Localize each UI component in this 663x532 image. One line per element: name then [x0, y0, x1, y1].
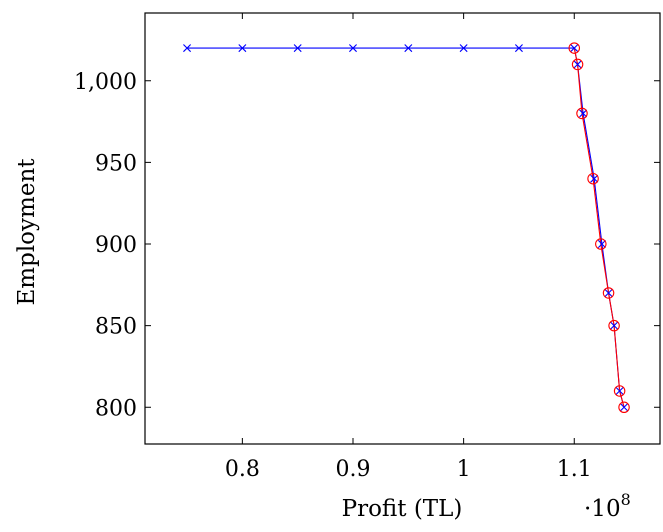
- y-tick-label: 1,000: [74, 70, 137, 95]
- x-tick-label: 0.8: [225, 457, 260, 482]
- series-1-point: [620, 403, 629, 412]
- series-1-point: [293, 44, 302, 53]
- series-2-point: [595, 238, 607, 250]
- series-1-point: [615, 386, 624, 395]
- series-2-point: [613, 385, 626, 397]
- series-1-point: [459, 44, 468, 53]
- x-axis-scale-base: ·10: [584, 496, 621, 522]
- series-2-point: [618, 401, 630, 414]
- y-tick-label: 850: [95, 315, 137, 340]
- series-1-point: [604, 288, 613, 297]
- series-2-point: [571, 58, 584, 71]
- series-1-point: [183, 44, 192, 53]
- series-1-point: [573, 60, 582, 69]
- y-axis-ticks: 800 850 900 950 1,000: [74, 70, 660, 421]
- series-1-point: [570, 44, 579, 53]
- plot-frame: [144, 12, 661, 445]
- x-axis-scale-exponent: 8: [621, 490, 631, 509]
- series-1-point: [579, 109, 588, 118]
- series-layer: [187, 47, 625, 408]
- y-axis-title: Employment: [14, 158, 40, 306]
- y-tick-label: 800: [95, 396, 137, 421]
- series-2-line: [573, 47, 625, 408]
- series-2-point: [587, 172, 599, 185]
- series-2-point: [608, 319, 620, 332]
- series-1-point: [349, 44, 357, 53]
- x-tick-label: 0.9: [335, 457, 370, 482]
- series-2-point: [576, 107, 588, 120]
- series-1-point: [610, 321, 619, 330]
- x-tick-label: 1: [457, 457, 471, 482]
- series-1-point: [590, 174, 599, 183]
- series-1-line: [187, 47, 625, 408]
- x-axis-title: Profit (TL): [342, 496, 463, 522]
- y-tick-label: 950: [95, 151, 137, 176]
- marker-layer: [183, 42, 630, 414]
- series-1-point: [238, 44, 247, 53]
- series-1-point: [404, 44, 413, 53]
- x-axis-ticks: 0.8 0.9 1 1.1: [225, 13, 592, 482]
- y-tick-label: 900: [95, 233, 137, 258]
- series-1-point: [597, 240, 606, 248]
- x-tick-label: 1.1: [557, 457, 592, 482]
- series-2-point: [602, 287, 615, 299]
- series-1-point: [514, 44, 523, 53]
- x-axis-scale-label: ·108: [584, 490, 631, 522]
- series-2-point: [568, 42, 581, 54]
